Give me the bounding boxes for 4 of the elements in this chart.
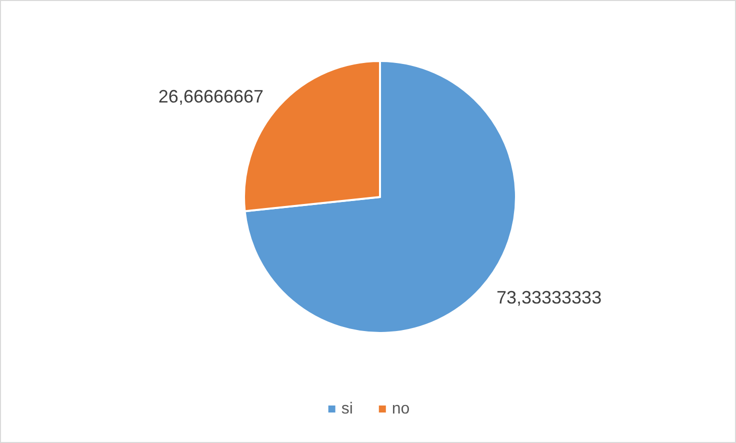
legend-label: si [341, 400, 353, 418]
data-label: 73,33333333 [496, 287, 602, 308]
legend-label: no [392, 400, 410, 418]
data-label: 26,66666667 [158, 86, 264, 107]
